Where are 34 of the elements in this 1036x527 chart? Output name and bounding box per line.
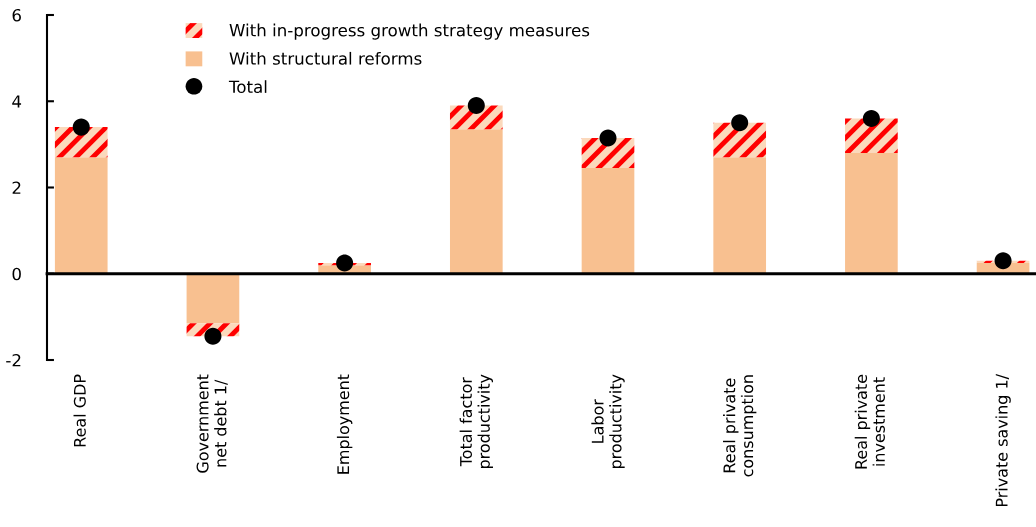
legend-label: With structural reforms [229, 51, 422, 65]
legend-label: With in-progress growth strategy measures [229, 23, 590, 40]
bar [845, 153, 898, 274]
x-tick-label: Total factor productivity [459, 374, 493, 469]
bar [713, 157, 767, 274]
x-tick-label: Real private investment [854, 374, 885, 469]
point [336, 254, 354, 272]
y-tick-label: 0 [12, 267, 21, 281]
y-tick-label: 4 [12, 95, 22, 108]
point [72, 118, 90, 136]
bar [713, 122, 767, 158]
x-tick-label: Labor productivity [591, 374, 625, 469]
point [862, 109, 880, 128]
bar [449, 129, 503, 274]
bar [54, 157, 108, 274]
bar [845, 118, 898, 153]
point [467, 97, 485, 115]
point [599, 129, 617, 147]
bar [54, 127, 108, 158]
x-tick-label: Employment [336, 374, 353, 474]
x-tick-label: Private saving 1/ [995, 374, 1011, 507]
x-tick-label: Real GDP [73, 374, 86, 447]
bar [581, 168, 635, 274]
point [994, 252, 1012, 270]
bar [186, 273, 240, 324]
y-tick-label: 6 [12, 8, 21, 22]
point [731, 114, 749, 132]
bar [581, 137, 635, 169]
legend-label: Total [228, 80, 267, 94]
y-tick-label: 2 [12, 181, 21, 194]
point [204, 327, 222, 345]
x-tick-label: Real private consumption [723, 375, 757, 477]
x-tick-label: Government net debt 1/ [196, 374, 228, 473]
y-tick-label: -2 [6, 353, 21, 367]
